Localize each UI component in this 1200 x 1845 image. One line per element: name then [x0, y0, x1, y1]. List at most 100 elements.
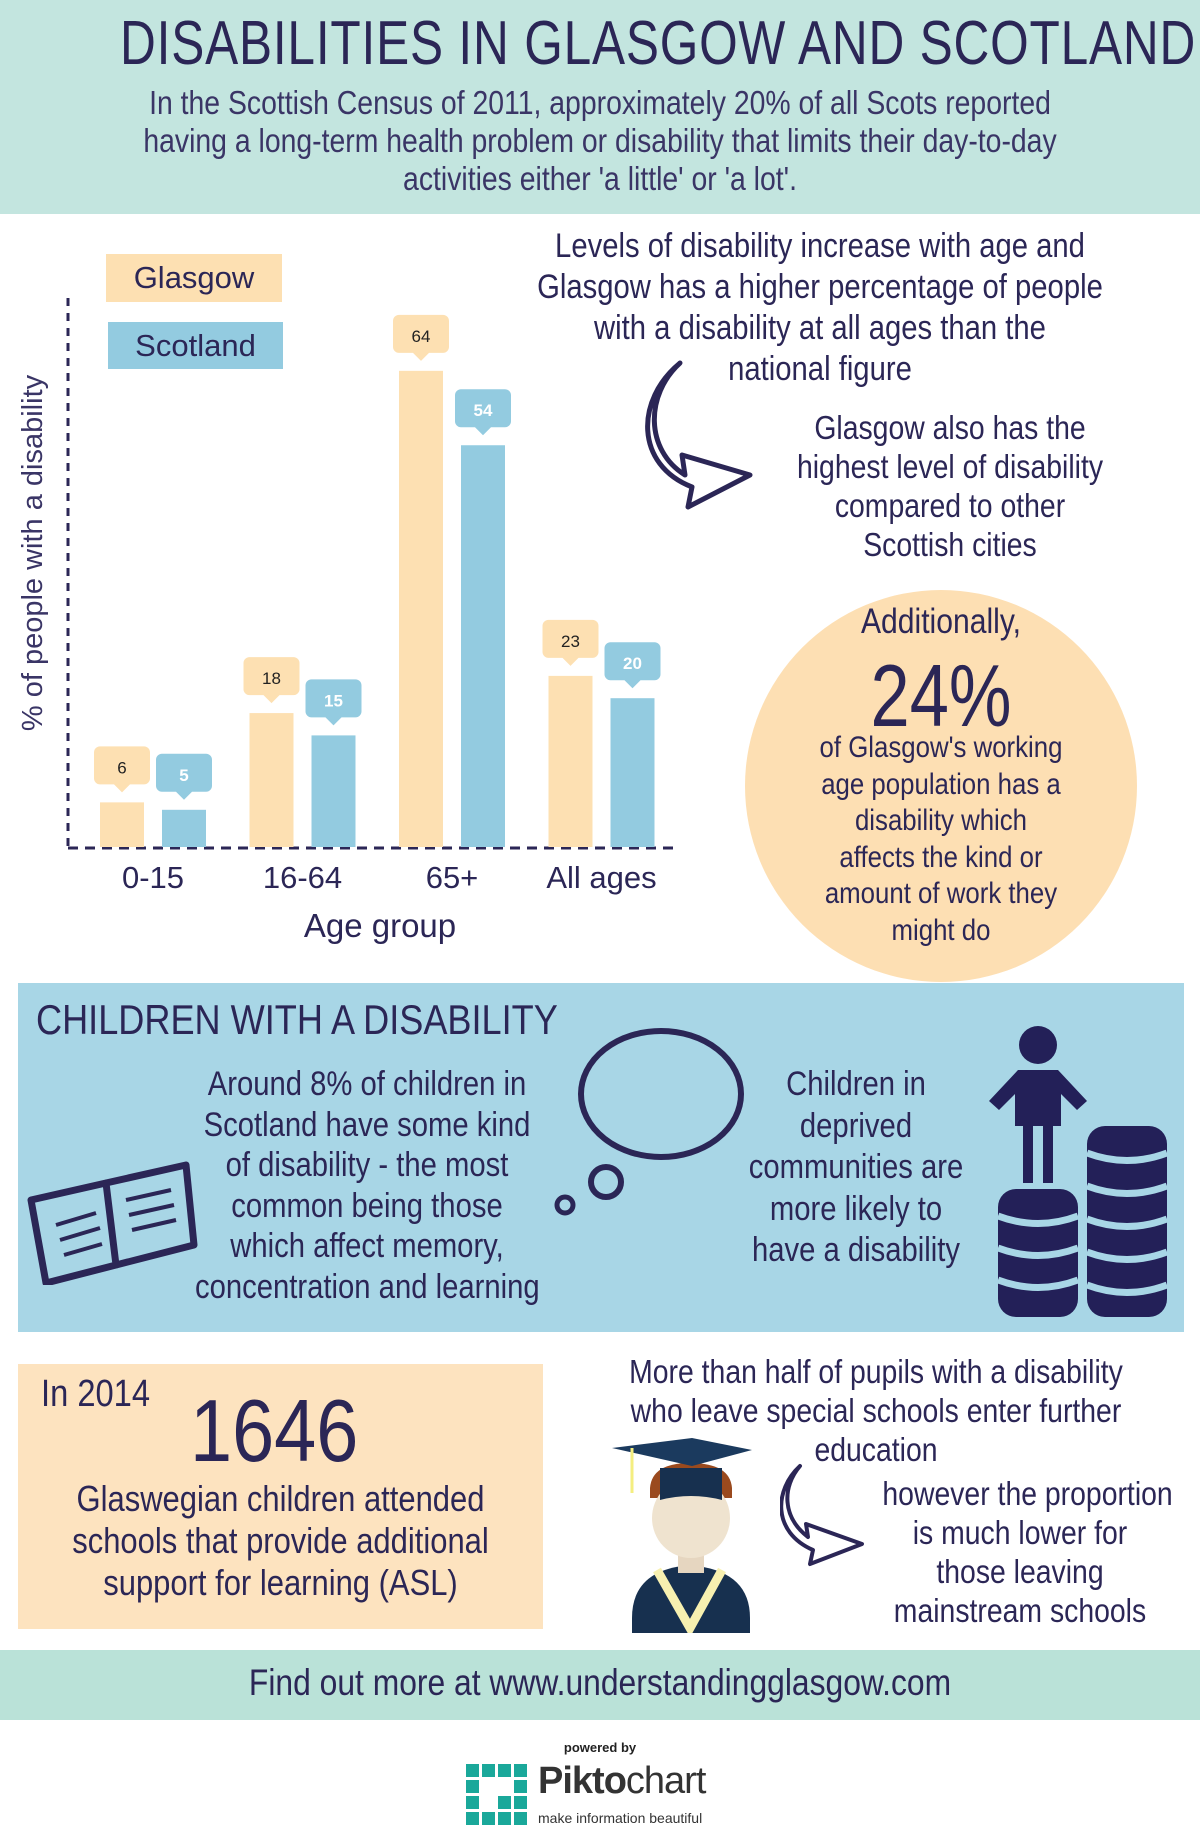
piktochart-logo-icon: [466, 1764, 527, 1825]
asl-text: Glaswegian children attended schools tha…: [55, 1478, 507, 1604]
children-title: CHILDREN WITH A DISABILITY: [36, 996, 558, 1043]
intro-line: In the Scottish Census of 2011, approxim…: [149, 84, 1051, 121]
text-line: disability which: [854, 804, 1028, 837]
data-label: 23: [561, 632, 580, 651]
thought-bubble-icon: [554, 1028, 744, 1216]
working-percent: 24%: [870, 646, 1012, 745]
bar-scotland: [610, 698, 655, 847]
value-callout: [156, 753, 212, 800]
text-line: Children in: [786, 1065, 926, 1103]
text-line: national figure: [728, 350, 912, 388]
text-line: More than half of pupils with a disabili…: [629, 1353, 1123, 1390]
intro-line: activities either 'a little' or 'a lot'.: [403, 160, 797, 197]
text-line: of Glasgow's working: [819, 731, 1063, 764]
cities-text: Glasgow also has the highest level of di…: [787, 408, 1114, 564]
category-label: 16-64: [263, 860, 342, 895]
bar-scotland: [311, 735, 356, 847]
piktochart-tagline: make information beautiful: [538, 1810, 703, 1826]
logo-light: chart: [625, 1760, 706, 1802]
footer-link[interactable]: Find out more at www.understandingglasgo…: [248, 1662, 952, 1703]
text-line: concentration and learning: [195, 1267, 540, 1306]
category-label: All ages: [546, 860, 656, 895]
text-line: common being those: [231, 1186, 503, 1225]
text-line: schools that provide additional: [72, 1520, 489, 1561]
curved-arrow-small-icon: [780, 1464, 864, 1566]
deprived-text: Children in deprived communities are mor…: [710, 1064, 1002, 1272]
logo-bold: Pikto: [538, 1760, 627, 1802]
children-section: [18, 983, 1184, 1332]
data-label: 15: [324, 691, 343, 710]
data-label: 18: [262, 669, 281, 688]
text-line: who leave special schools enter further: [630, 1392, 1122, 1429]
text-line: deprived: [799, 1106, 913, 1145]
bar-scotland: [461, 445, 505, 847]
value-callout: [455, 389, 511, 436]
text-line: those leaving: [936, 1553, 1104, 1590]
asl-count: 1646: [190, 1381, 359, 1480]
text-line: education: [814, 1431, 938, 1468]
bar-glasgow: [399, 370, 443, 847]
text-line: however the proportion: [882, 1475, 1173, 1512]
bar-scotland: [162, 809, 206, 847]
bar-glasgow: [249, 713, 294, 847]
child-on-coins-icon: [989, 1026, 1169, 1317]
curved-arrow-icon: [645, 360, 753, 510]
text-line: amount of work they: [824, 877, 1058, 910]
text-line: compared to other: [834, 487, 1066, 524]
text-line: Levels of disability increase with age a…: [555, 227, 1085, 265]
asl-box: [18, 1364, 543, 1629]
page-title: DISABILITIES IN GLASGOW AND SCOTLAND: [120, 9, 1197, 78]
header-banner: [0, 0, 1200, 214]
value-callout: [393, 314, 449, 361]
y-axis-label: % of people with a disability: [17, 374, 49, 731]
text-line: which affect memory,: [230, 1227, 504, 1265]
category-label: 0-15: [122, 860, 184, 895]
legend-glasgow: Glasgow: [106, 254, 282, 302]
additionally-label: Additionally,: [860, 602, 1022, 641]
intro-line: having a long-term health problem or dis…: [143, 122, 1057, 159]
powered-by-label: powered by: [563, 1740, 637, 1755]
piktochart-logo-text: Piktochart: [538, 1760, 706, 1803]
text-line: with a disability at all ages than the: [594, 309, 1046, 347]
bar-chart: 6 5 0-15 18 15 16-64 64 54 65+ 23 20 All ages % of …: [17, 298, 678, 944]
text-line: Around 8% of children in: [207, 1065, 527, 1103]
working-text: of Glasgow's working age population has …: [772, 730, 1109, 949]
levels-text: Levels of disability increase with age a…: [519, 226, 1121, 390]
text-line: might do: [891, 913, 991, 947]
text-line: have a disability: [751, 1231, 961, 1269]
value-callout: [604, 642, 661, 689]
data-label: 64: [412, 327, 431, 346]
bar-glasgow: [100, 802, 144, 847]
asl-year: In 2014: [41, 1373, 151, 1415]
x-axis-label: Age group: [304, 907, 456, 944]
text-line: affects the kind or: [839, 840, 1043, 874]
around-text: Around 8% of children in Scotland have s…: [195, 1064, 540, 1307]
value-callout: [243, 657, 300, 704]
text-line: of disability - the most: [225, 1146, 509, 1184]
text-line: Glasgow has a higher percentage of peopl…: [537, 268, 1103, 306]
text-line: Glaswegian children attended: [76, 1478, 485, 1519]
text-line: Scotland have some kind: [203, 1105, 531, 1144]
more-than-half-text: More than half of pupils with a disabili…: [604, 1352, 1148, 1469]
open-book-icon: [27, 1161, 198, 1285]
text-line: support for learning (ASL): [103, 1562, 458, 1603]
value-callout: [305, 679, 362, 726]
data-label: 54: [474, 401, 493, 420]
text-line: Glasgow also has the: [814, 409, 1086, 446]
text-line: communities are: [748, 1148, 964, 1186]
text-line: is much lower for: [912, 1514, 1128, 1551]
data-label: 20: [623, 654, 642, 673]
category-label: 65+: [426, 860, 479, 895]
text-line: Scottish cities: [863, 526, 1037, 563]
value-callout: [542, 619, 599, 666]
legend-scotland: Scotland: [108, 322, 283, 369]
data-label: 5: [179, 766, 188, 785]
text-line: age population has a: [821, 767, 1061, 801]
bar-glasgow: [548, 675, 593, 847]
text-line: highest level of disability: [796, 448, 1104, 485]
data-label: 6: [117, 758, 126, 777]
text-line: more likely to: [769, 1189, 943, 1228]
graduate-icon: [612, 1438, 752, 1633]
however-text: however the proportion is much lower for…: [882, 1474, 1173, 1630]
intro-text: In the Scottish Census of 2011, approxim…: [84, 84, 1116, 198]
